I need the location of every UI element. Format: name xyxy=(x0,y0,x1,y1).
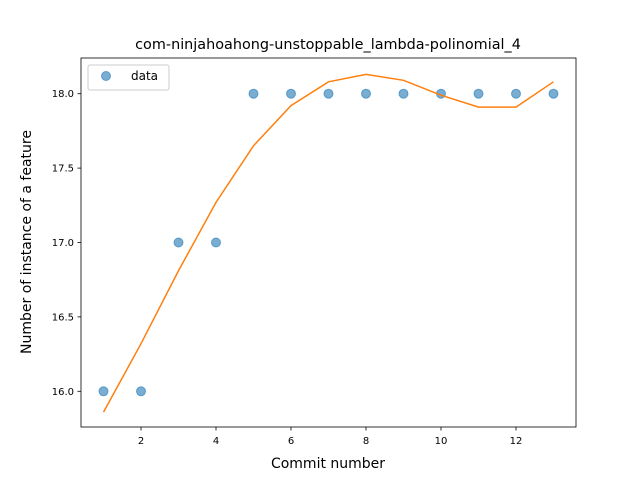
legend-entry-data: data xyxy=(131,69,158,83)
x-tick-label: 4 xyxy=(213,436,219,447)
data-point xyxy=(323,88,334,99)
x-tick-label: 12 xyxy=(510,436,523,447)
data-point xyxy=(511,88,521,99)
data-point xyxy=(211,237,221,248)
data-point xyxy=(548,88,559,99)
data-point xyxy=(98,386,109,397)
x-tick-label: 2 xyxy=(138,436,144,447)
data-point xyxy=(361,88,371,99)
y-axis: 16.0 16.5 17.0 17.5 18.0 xyxy=(52,89,81,398)
y-tick-label: 18.0 xyxy=(52,89,74,100)
data-point xyxy=(473,88,484,99)
chart-title: com-ninjahoahong-unstoppable_lambda-poli… xyxy=(135,37,521,53)
legend-marker xyxy=(101,71,111,81)
x-tick-label: 10 xyxy=(435,436,448,447)
legend: data xyxy=(87,64,170,91)
y-axis-label: Number of instance of a feature xyxy=(19,130,35,354)
x-tick-label: 6 xyxy=(288,436,294,447)
fit-line xyxy=(102,73,554,413)
axes-frame xyxy=(80,57,577,428)
y-tick-label: 16.0 xyxy=(52,387,74,398)
data-point xyxy=(173,237,184,248)
data-point xyxy=(398,88,409,99)
y-tick-label: 17.5 xyxy=(52,164,74,175)
x-axis-label: Commit number xyxy=(271,456,385,472)
data-point xyxy=(136,386,146,397)
plot-area xyxy=(98,73,559,413)
x-axis: 2 4 6 8 10 12 xyxy=(138,427,523,447)
y-tick-label: 17.0 xyxy=(52,238,74,249)
data-point xyxy=(248,88,259,99)
x-tick-label: 8 xyxy=(363,436,369,447)
y-tick-label: 16.5 xyxy=(52,312,74,323)
legend-box xyxy=(87,64,170,91)
data-point xyxy=(286,88,296,99)
